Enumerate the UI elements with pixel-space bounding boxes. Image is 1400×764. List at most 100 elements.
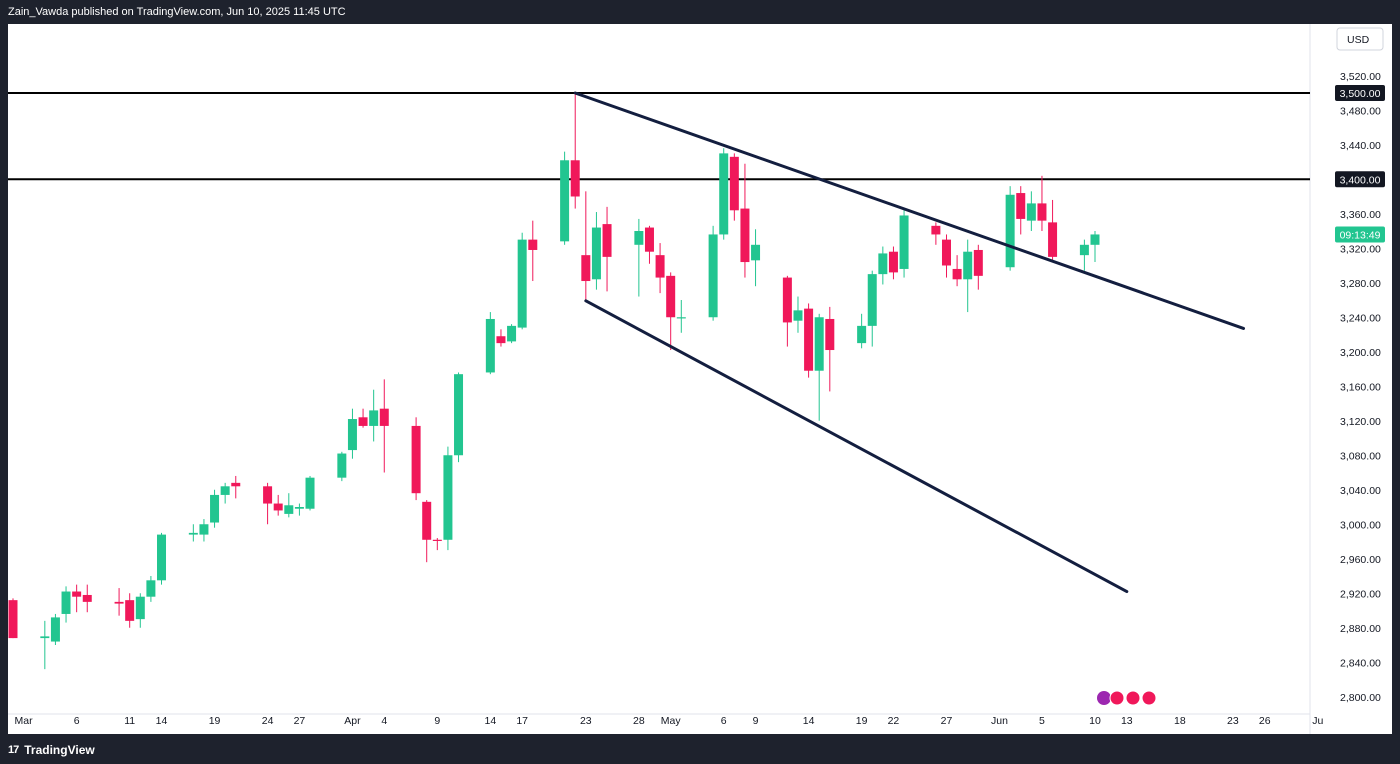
candle-body xyxy=(8,600,18,639)
candle-body xyxy=(40,636,50,639)
x-tick-label: 14 xyxy=(803,715,815,727)
candle-body xyxy=(825,318,835,351)
candle-body xyxy=(888,251,898,273)
x-tick-label: 11 xyxy=(124,715,135,727)
y-tick-label: 2,840.00 xyxy=(1340,657,1381,669)
y-tick-label: 2,960.00 xyxy=(1340,554,1381,566)
candle-body xyxy=(1037,203,1047,221)
candle-body xyxy=(496,336,506,344)
x-tick-label: 5 xyxy=(1039,715,1045,727)
tradingview-brand[interactable]: 17 TradingView xyxy=(8,743,95,757)
candle-body xyxy=(634,231,644,245)
x-tick-label: 9 xyxy=(753,715,759,727)
candle-body xyxy=(294,507,304,509)
x-tick-label: 6 xyxy=(74,715,80,727)
candle-body xyxy=(560,160,570,242)
candle-body xyxy=(602,224,612,257)
candle-body xyxy=(740,208,750,263)
x-tick-label: 23 xyxy=(580,715,592,727)
level-price-tag xyxy=(1335,85,1385,101)
candle-body xyxy=(188,532,198,535)
candle-body xyxy=(305,477,315,509)
y-tick-label: 3,040.00 xyxy=(1340,485,1381,497)
candle-body xyxy=(941,239,951,266)
candle-body xyxy=(1090,234,1100,245)
candle-body xyxy=(358,417,368,426)
trendline xyxy=(584,299,1129,594)
x-tick-label: 22 xyxy=(888,715,900,727)
x-tick-label: Ju xyxy=(1312,715,1323,727)
y-tick-label: 3,240.00 xyxy=(1340,312,1381,324)
candle-body xyxy=(369,410,379,426)
candle-body xyxy=(273,503,283,511)
candle-body xyxy=(199,524,209,535)
level-price-label: 3,400.00 xyxy=(1340,174,1381,186)
countdown-tag xyxy=(1335,226,1385,243)
candle-body xyxy=(1026,203,1036,221)
us-flag-event-icon xyxy=(1109,690,1125,706)
candle-body xyxy=(751,244,761,261)
us-flag-event-icon xyxy=(1125,690,1141,706)
candle-body xyxy=(485,318,495,373)
x-tick-label: 13 xyxy=(1121,715,1133,727)
candle-body xyxy=(125,600,135,621)
candle-body xyxy=(220,486,230,495)
candle-body xyxy=(814,317,824,371)
y-tick-label: 3,160.00 xyxy=(1340,381,1381,393)
candle-body xyxy=(1005,194,1015,268)
y-tick-label: 3,120.00 xyxy=(1340,416,1381,428)
candle-body xyxy=(655,255,665,278)
x-tick-label: 23 xyxy=(1227,715,1239,727)
chart-area[interactable]: USD 2,800.00 2,840.00 2,880.00 2,920.00 2,960… xyxy=(8,24,1392,734)
countdown-label: 09:13:49 xyxy=(1340,229,1381,241)
candle-body xyxy=(644,227,654,252)
candle-body xyxy=(517,239,527,328)
lightning-event-icon xyxy=(1097,691,1111,705)
x-tick-label: 28 xyxy=(633,715,645,727)
x-tick-label: Jun xyxy=(991,715,1008,727)
level-price-label: 3,500.00 xyxy=(1340,88,1381,100)
candle-body xyxy=(135,596,145,620)
candle-body xyxy=(1079,244,1089,256)
candle-body xyxy=(422,501,432,540)
candle-body xyxy=(379,408,389,426)
y-tick-label: 3,480.00 xyxy=(1340,105,1381,117)
y-tick-label: 3,360.00 xyxy=(1340,209,1381,221)
y-tick-label: 3,000.00 xyxy=(1340,519,1381,531)
candle-body xyxy=(1016,193,1026,219)
x-tick-label: 27 xyxy=(294,715,306,727)
candle-body xyxy=(114,601,124,604)
candle-body xyxy=(50,617,60,642)
x-tick-label: 6 xyxy=(721,715,727,727)
y-tick-label: 3,080.00 xyxy=(1340,450,1381,462)
candle-body xyxy=(82,594,92,602)
candle-body xyxy=(952,268,962,280)
y-tick-label: 3,280.00 xyxy=(1340,278,1381,290)
candle-body xyxy=(676,317,686,319)
candle-body xyxy=(528,239,538,250)
x-tick-label: 19 xyxy=(209,715,221,727)
x-tick-label: 26 xyxy=(1259,715,1271,727)
candle-body xyxy=(432,539,442,541)
candle-body xyxy=(591,227,601,280)
y-tick-label: 2,880.00 xyxy=(1340,623,1381,635)
candle-body xyxy=(454,374,464,456)
candle-body xyxy=(570,160,580,197)
x-tick-label: 17 xyxy=(516,715,528,727)
candle-body xyxy=(804,308,814,371)
us-flag-event-icon xyxy=(1141,690,1157,706)
y-tick-label: 3,440.00 xyxy=(1340,140,1381,152)
y-tick-label: 3,200.00 xyxy=(1340,347,1381,359)
candle-body xyxy=(61,591,71,614)
attribution-text: Zain_Vawda published on TradingView.com,… xyxy=(8,6,346,18)
currency-label: USD xyxy=(1347,34,1370,46)
candle-body xyxy=(878,253,888,275)
candle-body xyxy=(507,325,517,342)
candle-body xyxy=(867,274,877,326)
x-tick-label: 4 xyxy=(381,715,387,727)
x-tick-label: Apr xyxy=(344,715,361,727)
candlestick-chart[interactable]: USD 2,800.00 2,840.00 2,880.00 2,920.00 2,960… xyxy=(8,24,1392,734)
candle-body xyxy=(337,453,347,478)
candle-body xyxy=(931,225,941,235)
candle-body xyxy=(782,277,792,323)
